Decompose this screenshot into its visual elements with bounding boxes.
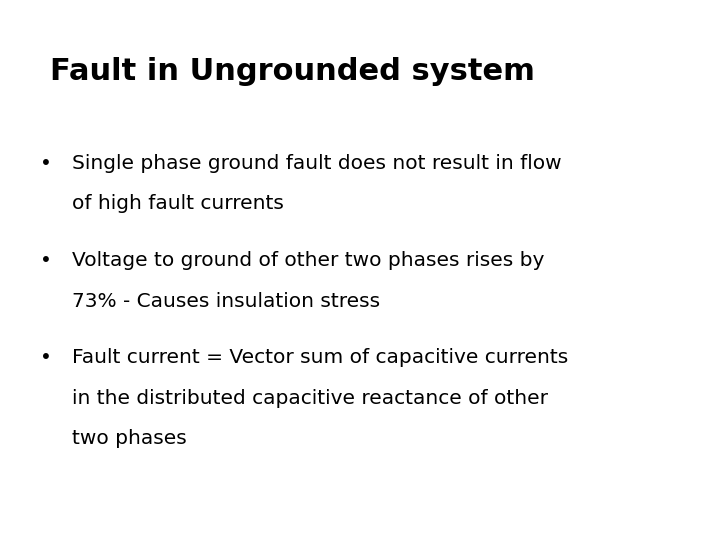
Text: Single phase ground fault does not result in flow: Single phase ground fault does not resul… [72,154,562,173]
Text: two phases: two phases [72,429,186,448]
Text: Fault in Ungrounded system: Fault in Ungrounded system [50,57,535,86]
Text: •: • [40,154,51,173]
Text: •: • [40,251,51,270]
Text: Voltage to ground of other two phases rises by: Voltage to ground of other two phases ri… [72,251,544,270]
Text: 73% - Causes insulation stress: 73% - Causes insulation stress [72,292,380,310]
Text: in the distributed capacitive reactance of other: in the distributed capacitive reactance … [72,389,548,408]
Text: •: • [40,348,51,367]
Text: of high fault currents: of high fault currents [72,194,284,213]
Text: Fault current = Vector sum of capacitive currents: Fault current = Vector sum of capacitive… [72,348,568,367]
